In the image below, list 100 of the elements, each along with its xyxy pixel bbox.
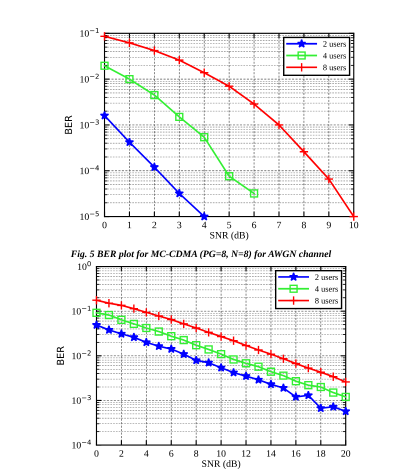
- x-tick-label: 18: [316, 450, 326, 457]
- point: [142, 324, 150, 332]
- x-tick-label: 12: [242, 450, 250, 457]
- x-tick-label: 3: [177, 222, 182, 228]
- point: [129, 304, 139, 314]
- x-tick-label: 6: [252, 222, 256, 228]
- caption: Fig. 5 BER plot for MC-CDMA (PG=8, N=8) for AWGN channel: [70, 250, 332, 260]
- point: [150, 46, 160, 56]
- point: [216, 350, 226, 358]
- x-tick-label: 20: [341, 450, 350, 457]
- point: [92, 320, 102, 330]
- x-tick-label: 14: [266, 450, 276, 457]
- point: [129, 332, 139, 342]
- point: [340, 377, 351, 387]
- x-tick-label: 2: [119, 450, 124, 457]
- point: [178, 318, 189, 329]
- point: [124, 38, 134, 48]
- y-tick-label: 10$^{−2}$: [72, 350, 91, 360]
- x-tick-label: 16: [292, 450, 300, 457]
- point: [329, 388, 338, 397]
- point: [204, 345, 213, 354]
- point: [266, 379, 276, 388]
- point: [154, 311, 164, 321]
- point: [199, 68, 210, 78]
- point: [174, 55, 184, 65]
- point: [299, 146, 309, 157]
- y-axis-title: BER: [64, 115, 72, 134]
- point: [200, 212, 209, 221]
- point: [348, 212, 359, 222]
- point: [224, 81, 234, 92]
- x-axis-title: SNR (dB): [210, 232, 248, 240]
- point: [228, 368, 238, 377]
- point: [191, 323, 202, 333]
- x-tick-label: 4: [144, 450, 149, 457]
- point: [328, 402, 338, 411]
- legend-label: 8 users: [323, 64, 346, 70]
- point: [228, 336, 238, 346]
- y-tick-label: 10$^{0}$: [78, 261, 91, 270]
- y-tick-label: 10$^{−2}$: [80, 74, 99, 83]
- x-tick-label: 5: [227, 222, 232, 228]
- point: [304, 380, 312, 390]
- point: [266, 349, 276, 359]
- y-tick-label: 10$^{−1}$: [80, 28, 99, 37]
- x-tick-label: 2: [152, 222, 156, 228]
- point: [216, 332, 226, 342]
- point: [154, 327, 163, 336]
- point: [324, 174, 334, 184]
- x-tick-label: 1: [128, 222, 132, 228]
- point: [291, 392, 301, 401]
- x-tick-label: 6: [169, 450, 174, 457]
- point: [150, 90, 159, 100]
- legend-label: 8 users: [315, 298, 338, 304]
- point: [266, 368, 276, 376]
- point: [117, 316, 126, 324]
- point: [166, 314, 176, 324]
- y-tick-label: 10$^{−4}$: [80, 165, 99, 174]
- point: [216, 362, 226, 372]
- point: [204, 328, 214, 338]
- point: [116, 329, 126, 338]
- x-tick-label: 9: [326, 222, 331, 228]
- point: [241, 340, 251, 350]
- legend-label: 2 users: [315, 274, 338, 280]
- point: [291, 358, 301, 368]
- point: [254, 374, 264, 384]
- x-tick-label: 0: [102, 222, 107, 228]
- point: [125, 74, 134, 84]
- point: [224, 172, 234, 180]
- point: [104, 298, 114, 308]
- legend-label: 2 users: [323, 41, 346, 47]
- point: [142, 338, 151, 346]
- point: [250, 189, 258, 198]
- point: [279, 371, 288, 380]
- point: [154, 341, 164, 350]
- point: [92, 295, 102, 306]
- point: [100, 110, 110, 120]
- x-tick-label: 7: [277, 222, 282, 228]
- point: [328, 372, 338, 382]
- point: [204, 358, 214, 367]
- point: [249, 99, 259, 109]
- point: [303, 363, 314, 373]
- point: [292, 377, 300, 386]
- point: [278, 383, 288, 392]
- y-axis-title: BER: [56, 346, 64, 365]
- point: [104, 325, 114, 334]
- point: [175, 112, 184, 122]
- point: [179, 349, 188, 358]
- point: [100, 31, 110, 42]
- y-tick-label: 10$^{−3}$: [72, 395, 91, 404]
- point: [241, 371, 251, 380]
- point: [192, 341, 200, 350]
- x-tick-label: 10: [217, 450, 226, 457]
- point: [124, 137, 134, 146]
- x-tick-label: 4: [202, 222, 206, 228]
- point: [167, 332, 176, 340]
- y-tick-label: 10$^{−4}$: [72, 440, 91, 448]
- point: [316, 367, 326, 378]
- point: [242, 359, 250, 368]
- point: [180, 336, 188, 344]
- point: [341, 406, 350, 416]
- point: [278, 354, 288, 364]
